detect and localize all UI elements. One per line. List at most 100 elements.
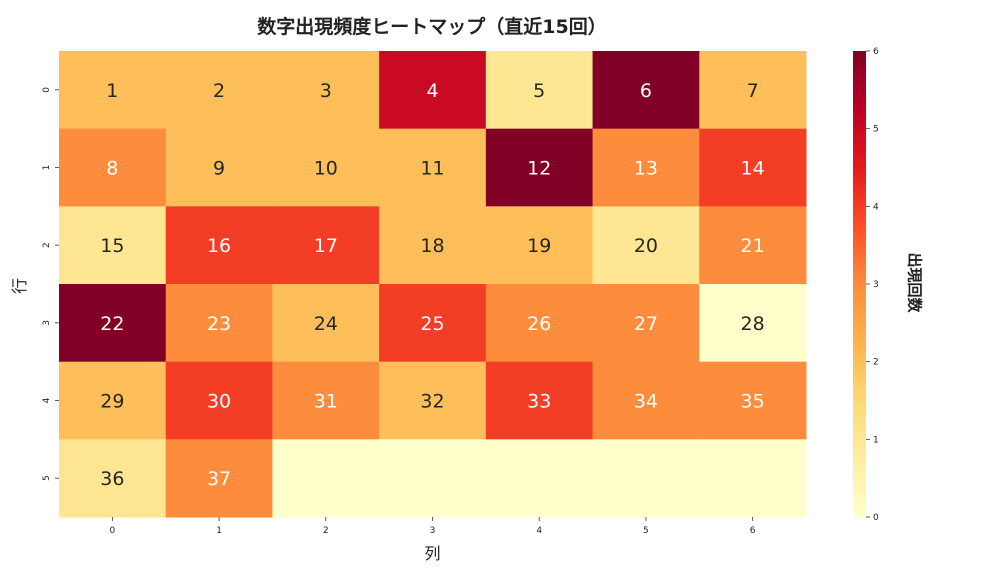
colorbar-tick-label: 5: [873, 125, 879, 135]
cell-annotation: 28: [741, 313, 765, 335]
x-tick-label: 4: [536, 526, 542, 536]
cell-annotation: 4: [426, 80, 438, 102]
heatmap-cell: [699, 361, 807, 440]
cell-annotation: 37: [207, 468, 231, 490]
cell-annotation: 25: [420, 313, 444, 335]
cell-annotation: 21: [741, 235, 765, 257]
heatmap-cell: [379, 361, 487, 440]
y-tick-label: 5: [42, 475, 52, 481]
heatmap-cell: [699, 128, 807, 207]
y-axis-label: 行: [10, 277, 30, 295]
heatmap-cell: [379, 206, 487, 285]
cell-annotation: 32: [420, 391, 444, 413]
x-tick-label: 1: [216, 526, 222, 536]
cell-annotation: 33: [527, 391, 551, 413]
cell-annotation: 1: [106, 80, 118, 102]
heatmap-cell: [59, 284, 167, 363]
heatmap-cell: [592, 51, 700, 130]
heatmap-cell: [165, 284, 273, 363]
colorbar: [853, 51, 866, 517]
heatmap-cell: [272, 361, 380, 440]
cell-annotation: 9: [213, 158, 225, 180]
chart-title: 数字出現頻度ヒートマップ（直近15回）: [257, 16, 607, 38]
heatmap-cell: [485, 284, 594, 363]
heatmap-cell: [272, 206, 380, 285]
cell-annotation: 5: [533, 80, 545, 102]
heatmap-cell: [272, 51, 380, 130]
cell-annotation: 34: [634, 391, 658, 413]
cell-annotation: 24: [314, 313, 338, 335]
heatmap-cell: [59, 128, 167, 207]
heatmap-cell: [485, 206, 594, 285]
cell-annotation: 11: [420, 158, 444, 180]
cell-annotation: 2: [213, 80, 225, 102]
cell-annotation: 26: [527, 313, 551, 335]
x-tick-label: 3: [430, 526, 436, 536]
heatmap-cell: [699, 439, 807, 518]
heatmap-cell: [485, 128, 594, 207]
heatmap-cell: [272, 439, 380, 518]
cell-annotation: 29: [100, 391, 124, 413]
heatmap-cell: [165, 51, 273, 130]
heatmap-cell: [592, 361, 700, 440]
heatmap-cell: [592, 284, 700, 363]
cell-annotation: 3: [320, 80, 332, 102]
cell-annotation: 15: [100, 235, 124, 257]
cell-annotation: 10: [314, 158, 338, 180]
x-tick-label: 2: [323, 526, 329, 536]
colorbar-label: 出現回数: [905, 252, 924, 313]
colorbar-tick-label: 3: [873, 280, 879, 290]
x-tick-label: 5: [643, 526, 649, 536]
heatmap-cell: [592, 128, 700, 207]
heatmap-cell: [379, 128, 487, 207]
y-tick-label: 3: [42, 320, 52, 326]
colorbar-tick-label: 2: [873, 358, 879, 368]
heatmap-cell: [165, 361, 273, 440]
heatmap-cell: [165, 439, 273, 518]
heatmap-cell: [699, 284, 807, 363]
x-axis-label: 列: [424, 544, 441, 563]
y-tick-label: 2: [42, 242, 52, 248]
heatmap-cell: [59, 206, 167, 285]
heatmap-cell: [165, 128, 273, 207]
heatmap-cell: [379, 439, 487, 518]
cell-annotation: 20: [634, 235, 658, 257]
heatmap-cell: [592, 439, 700, 518]
heatmap-cell: [699, 206, 807, 285]
cell-annotation: 18: [420, 235, 444, 257]
heatmap-cell: [59, 361, 167, 440]
colorbar-tick-label: 4: [873, 202, 879, 212]
cell-annotation: 23: [207, 313, 231, 335]
cell-annotation: 35: [741, 391, 765, 413]
cell-annotation: 8: [106, 158, 118, 180]
colorbar-tick-label: 6: [873, 47, 879, 57]
heatmap-cell: [699, 51, 807, 130]
cell-annotation: 30: [207, 391, 231, 413]
colorbar-tick-label: 0: [873, 513, 879, 523]
cell-annotation: 22: [100, 313, 124, 335]
x-tick-label: 6: [750, 526, 756, 536]
heatmap-cell: [272, 284, 380, 363]
cell-annotation: 14: [741, 158, 765, 180]
colorbar-tick-label: 1: [873, 435, 879, 445]
heatmap-cell: [485, 361, 594, 440]
heatmap-cell: [592, 206, 700, 285]
cell-annotation: 6: [640, 80, 652, 102]
heatmap-cell: [485, 439, 594, 518]
x-tick-label: 0: [109, 526, 115, 536]
cell-annotation: 7: [747, 80, 759, 102]
cell-annotation: 36: [100, 468, 124, 490]
heatmap-cell: [485, 51, 594, 130]
heatmap-cell: [379, 51, 487, 130]
heatmap-cell: [59, 51, 167, 130]
cell-annotation: 19: [527, 235, 551, 257]
cell-annotation: 13: [634, 158, 658, 180]
y-tick-label: 0: [42, 87, 52, 93]
heatmap-cell: [379, 284, 487, 363]
heatmap-cell: [59, 439, 167, 518]
heatmap-cell: [165, 206, 273, 285]
y-tick-label: 1: [42, 165, 52, 171]
cell-annotation: 12: [527, 158, 551, 180]
